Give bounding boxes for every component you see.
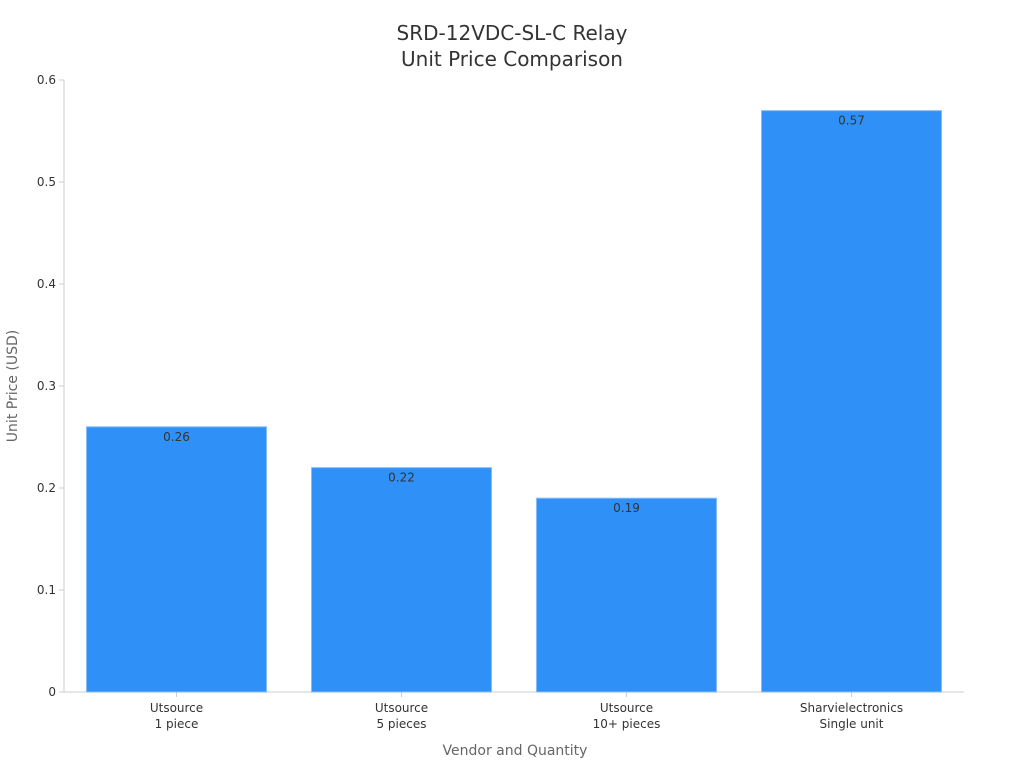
y-tick-label: 0.2: [37, 481, 56, 495]
x-axis-title: Vendor and Quantity: [443, 743, 588, 759]
x-tick-label: Single unit: [820, 717, 884, 731]
bar-value-label: 0.26: [163, 430, 190, 444]
x-tick-label: Sharvielectronics: [800, 701, 903, 715]
x-axis: Utsource 1 piece Utsource 5 pieces Utsource 1…: [64, 691, 964, 731]
bar: [311, 467, 492, 693]
bar: [536, 497, 717, 693]
x-tick-label: Utsource: [600, 701, 653, 715]
chart-title-line-1: SRD-12VDC-SL-C Relay: [397, 21, 628, 45]
bar-value-label: 0.22: [388, 471, 415, 485]
y-tick-label: 0.5: [37, 175, 56, 189]
y-tick-label: 0: [48, 685, 56, 699]
bar: [86, 426, 267, 693]
y-tick-label: 0.4: [37, 277, 56, 291]
y-tick-label: 0.1: [37, 583, 56, 597]
chart-title: SRD-12VDC-SL-C Relay Unit Price Comparis…: [397, 21, 628, 71]
bar-value-label: 0.19: [613, 501, 640, 515]
bar-value-label: 0.57: [838, 114, 865, 128]
bar: [761, 110, 942, 693]
x-tick-label: 10+ pieces: [593, 717, 661, 731]
y-axis: 0 0.1 0.2 0.3 0.4 0.5 0.6: [37, 73, 65, 699]
data-labels-group: 0.26 0.22 0.19 0.57: [163, 114, 865, 516]
y-tick-label: 0.3: [37, 379, 56, 393]
bars-group: [86, 110, 942, 693]
x-tick-label: 5 pieces: [376, 717, 426, 731]
y-axis-title: Unit Price (USD): [5, 330, 21, 442]
x-tick-label: Utsource: [375, 701, 428, 715]
x-tick-label: 1 piece: [155, 717, 199, 731]
y-tick-label: 0.6: [37, 73, 56, 87]
chart-title-line-2: Unit Price Comparison: [401, 47, 623, 71]
x-tick-label: Utsource: [150, 701, 203, 715]
